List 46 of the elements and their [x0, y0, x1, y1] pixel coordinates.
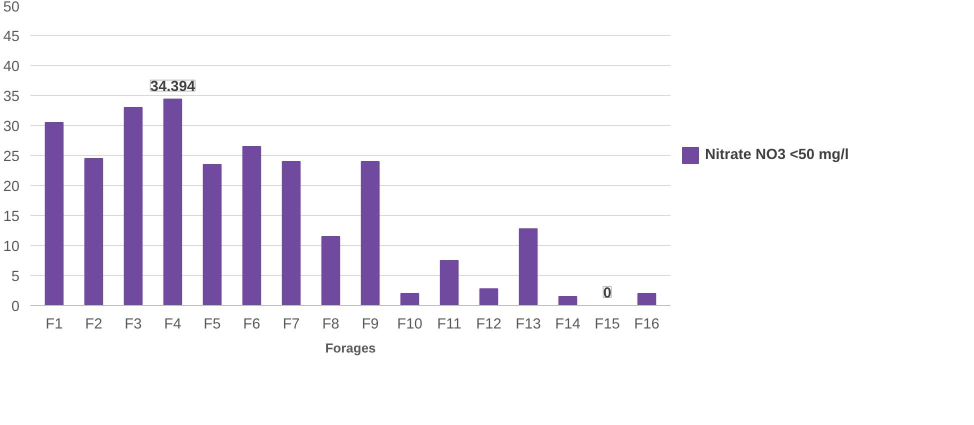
x-tick-label: F10 — [397, 316, 422, 332]
bar — [400, 293, 420, 306]
x-tick-label: F2 — [85, 316, 102, 332]
bar — [163, 98, 182, 306]
bar — [242, 146, 262, 306]
bar — [637, 293, 656, 306]
data-label: 34.394 — [150, 79, 196, 96]
y-tick-label: 50 — [3, 0, 20, 16]
x-tick-label: F9 — [362, 316, 379, 332]
y-tick-label: 45 — [3, 29, 20, 45]
bar — [518, 228, 538, 306]
x-tick-label: F13 — [516, 316, 541, 332]
data-label: 0 — [603, 286, 612, 302]
bar — [124, 107, 143, 306]
bar — [202, 164, 222, 306]
x-tick-label: F3 — [124, 316, 142, 332]
bar — [44, 122, 64, 306]
x-tick-label: F1 — [46, 316, 63, 332]
y-tick-label: 25 — [3, 149, 20, 165]
x-tick-label: F5 — [204, 316, 221, 332]
y-tick-label: 40 — [3, 59, 20, 75]
y-tick-label: 10 — [3, 239, 20, 255]
x-axis-title: Forages — [325, 340, 376, 356]
x-tick-label: F16 — [634, 316, 660, 332]
y-tick-label: 30 — [3, 119, 20, 135]
x-tick-label: F4 — [164, 316, 182, 332]
x-tick-label: F15 — [594, 316, 620, 332]
x-tick-label: F7 — [282, 316, 300, 332]
y-tick-label: 5 — [11, 269, 20, 285]
y-tick-label: 15 — [3, 209, 20, 225]
bar — [558, 296, 578, 306]
x-tick-label: F12 — [476, 316, 502, 332]
y-tick-label: 35 — [3, 89, 20, 105]
bar — [84, 158, 104, 306]
bar — [440, 260, 459, 306]
bar — [282, 161, 301, 306]
y-tick-label: 0 — [11, 299, 20, 315]
y-tick-label: 20 — [3, 179, 20, 195]
bar — [360, 161, 380, 306]
x-tick-label: F8 — [322, 316, 340, 332]
legend-label: Nitrate NO3 <50 mg/l — [705, 147, 849, 163]
x-tick-label: F11 — [437, 316, 462, 332]
bar — [479, 288, 498, 306]
x-tick-label: F14 — [555, 316, 580, 332]
bar — [321, 236, 340, 306]
x-tick-label: F6 — [243, 316, 260, 332]
